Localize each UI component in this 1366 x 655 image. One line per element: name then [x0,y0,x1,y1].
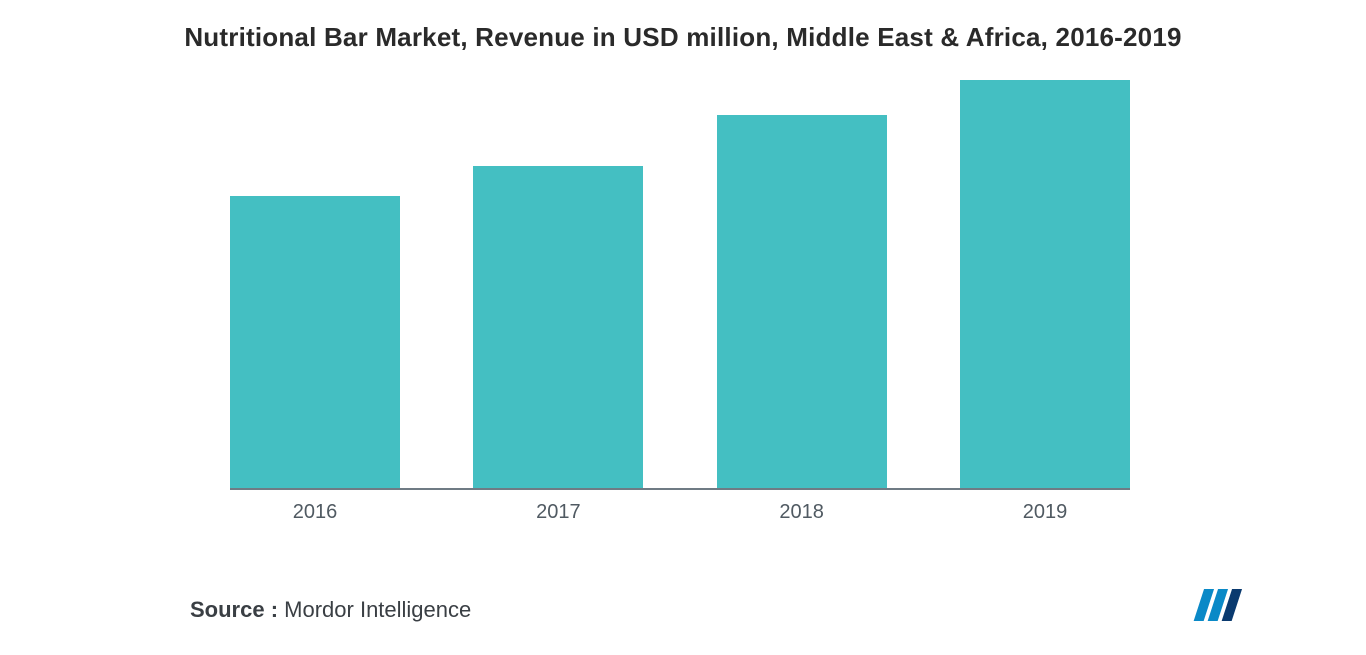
x-tick-label: 2019 [960,501,1130,524]
bar [717,115,887,488]
mordor-logo-icon [1186,583,1256,627]
x-axis-line [230,488,1130,490]
bar-2016 [230,196,400,488]
x-tick-label: 2017 [473,501,643,524]
x-tick-label: 2018 [717,501,887,524]
chart-title: Nutritional Bar Market, Revenue in USD m… [0,0,1366,53]
x-tick-label: 2016 [230,501,400,524]
bar-2019 [960,80,1130,488]
plot-area: 2016 2017 2018 2019 [230,80,1130,490]
bar-2017 [473,166,643,488]
x-axis-labels: 2016 2017 2018 2019 [230,501,1130,524]
source-text: Mordor Intelligence [284,597,471,622]
bar [230,196,400,488]
bar-2018 [717,115,887,488]
chart-container: { "chart": { "type": "bar", "title": "Nu… [0,0,1366,655]
source-attribution: Source : Mordor Intelligence [190,597,471,623]
bar [960,80,1130,488]
source-label: Source : [190,597,278,622]
bar [473,166,643,488]
bar-group [230,80,1130,488]
